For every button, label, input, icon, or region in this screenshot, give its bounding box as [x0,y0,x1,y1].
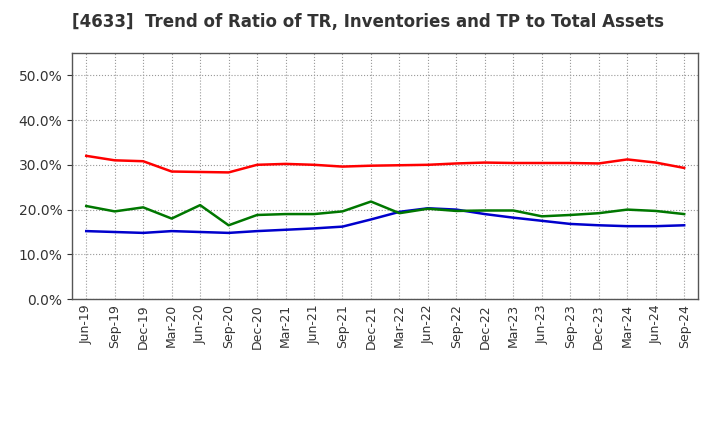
Inventories [253,228,261,234]
Trade Receivables [423,162,432,168]
Trade Receivables [253,162,261,168]
Inventories [338,224,347,229]
Line: Inventories: Inventories [86,208,684,233]
Trade Payables [310,212,318,217]
Inventories [395,209,404,214]
Trade Receivables [652,160,660,165]
Trade Receivables [167,169,176,174]
Text: [4633]  Trend of Ratio of TR, Inventories and TP to Total Assets: [4633] Trend of Ratio of TR, Inventories… [72,13,664,31]
Trade Receivables [310,162,318,168]
Inventories [167,228,176,234]
Trade Receivables [595,161,603,166]
Trade Payables [395,211,404,216]
Inventories [282,227,290,232]
Inventories [452,207,461,212]
Trade Receivables [139,158,148,164]
Trade Payables [680,212,688,217]
Trade Payables [480,208,489,213]
Trade Receivables [537,160,546,165]
Trade Payables [139,205,148,210]
Inventories [480,212,489,217]
Trade Payables [537,214,546,219]
Trade Payables [110,209,119,214]
Trade Payables [338,209,347,214]
Trade Payables [509,208,518,213]
Inventories [110,229,119,235]
Inventories [537,218,546,224]
Trade Receivables [282,161,290,167]
Trade Payables [82,203,91,209]
Trade Payables [225,223,233,228]
Trade Receivables [395,163,404,168]
Inventories [595,223,603,228]
Trade Receivables [452,161,461,166]
Trade Receivables [338,164,347,169]
Inventories [623,224,631,229]
Trade Payables [282,212,290,217]
Line: Trade Payables: Trade Payables [86,202,684,225]
Trade Payables [566,213,575,218]
Trade Receivables [196,169,204,175]
Trade Receivables [480,160,489,165]
Inventories [652,224,660,229]
Trade Payables [595,211,603,216]
Inventories [566,221,575,227]
Inventories [139,230,148,235]
Trade Receivables [623,157,631,162]
Inventories [509,215,518,220]
Inventories [225,230,233,235]
Trade Receivables [110,158,119,163]
Inventories [366,217,375,222]
Trade Payables [366,199,375,204]
Trade Receivables [225,170,233,175]
Trade Payables [253,213,261,218]
Inventories [82,228,91,234]
Line: Trade Receivables: Trade Receivables [86,156,684,172]
Inventories [310,226,318,231]
Trade Payables [452,208,461,213]
Trade Receivables [82,153,91,158]
Inventories [423,205,432,211]
Trade Payables [652,208,660,213]
Inventories [196,229,204,235]
Trade Receivables [366,163,375,169]
Trade Payables [167,216,176,221]
Trade Receivables [680,165,688,171]
Trade Receivables [509,160,518,165]
Trade Payables [423,206,432,211]
Trade Payables [196,202,204,208]
Trade Receivables [566,160,575,165]
Trade Payables [623,207,631,212]
Inventories [680,223,688,228]
